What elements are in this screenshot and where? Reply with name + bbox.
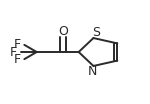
Text: F: F <box>13 38 21 51</box>
Text: O: O <box>58 25 68 38</box>
Text: N: N <box>87 64 97 77</box>
Text: S: S <box>92 27 100 40</box>
Text: F: F <box>13 53 21 66</box>
Text: F: F <box>10 46 17 58</box>
